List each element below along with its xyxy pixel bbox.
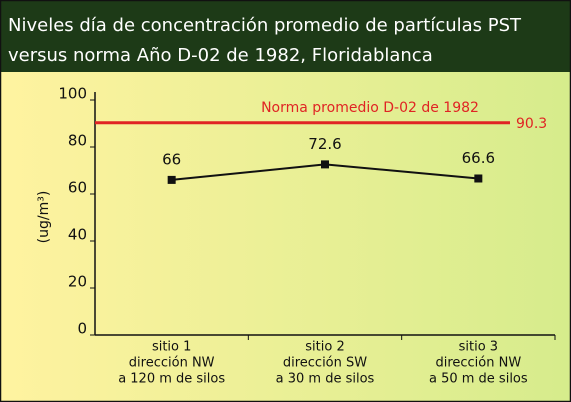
marker [167,175,176,184]
x-tick-label: dirección NW [435,356,521,371]
chart-title: Niveles día de concentración promedio de… [8,15,522,36]
data-label: 66.6 [462,149,495,167]
marker [321,160,329,169]
x-tick-label: a 120 m de silos [118,372,225,387]
y-axis-label: (ug/m³) [36,191,52,244]
y-tick-label: 60 [68,179,87,197]
y-tick-label: 40 [68,226,87,244]
x-tick-label: dirección SW [283,356,367,371]
reference-label: Norma promedio D-02 de 1982 [261,100,479,116]
x-tick-label: dirección NW [129,356,215,371]
chart-title: versus norma Año D-02 de 1982, Floridabl… [8,45,433,66]
header [0,0,571,72]
x-tick-label: sitio 3 [459,340,498,355]
x-tick-label: a 30 m de silos [276,372,375,387]
y-tick-label: 100 [58,85,87,103]
x-tick-label: sitio 2 [305,340,344,355]
data-label: 72.6 [308,135,341,153]
y-tick-label: 80 [68,132,87,150]
x-tick-label: sitio 1 [152,340,191,355]
reference-value-label: 90.3 [516,116,547,132]
x-tick-label: a 50 m de silos [429,372,528,387]
marker [474,174,483,183]
y-tick-label: 20 [68,273,87,291]
y-tick-label: 0 [77,320,87,338]
data-label: 66 [162,150,181,168]
